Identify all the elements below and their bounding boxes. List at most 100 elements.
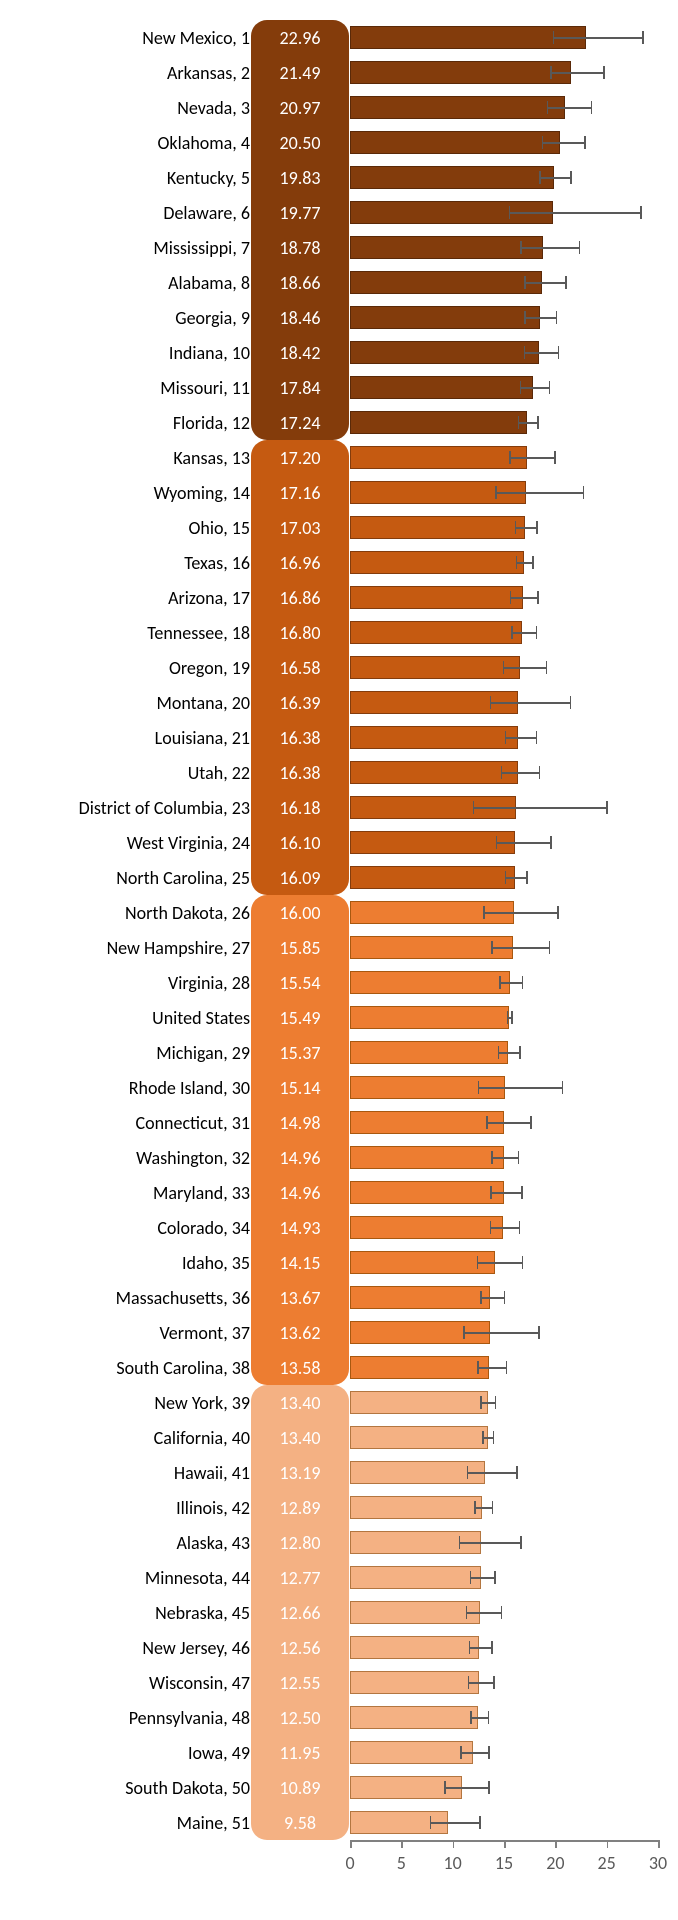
data-row: New Mexico, 122.96 bbox=[10, 20, 658, 55]
error-bar bbox=[463, 1332, 538, 1334]
error-cap-lo bbox=[505, 731, 507, 744]
bar bbox=[350, 26, 586, 49]
value-label: 17.03 bbox=[260, 517, 340, 539]
error-cap-lo bbox=[469, 1641, 471, 1654]
value-label: 12.50 bbox=[260, 1707, 340, 1729]
value-label: 19.77 bbox=[260, 202, 340, 224]
value-label: 16.38 bbox=[260, 762, 340, 784]
error-cap-hi bbox=[537, 591, 539, 604]
data-row: Pennsylvania, 4812.50 bbox=[10, 1700, 658, 1735]
value-label: 16.39 bbox=[260, 692, 340, 714]
error-cap-hi bbox=[570, 171, 572, 184]
error-cap-lo bbox=[468, 1676, 470, 1689]
error-cap-lo bbox=[511, 626, 513, 639]
bar bbox=[350, 551, 524, 574]
data-row: New York, 3913.40 bbox=[10, 1385, 658, 1420]
error-bar bbox=[470, 1717, 487, 1719]
value-label: 16.10 bbox=[260, 832, 340, 854]
value-label: 12.77 bbox=[260, 1567, 340, 1589]
error-cap-lo bbox=[524, 311, 526, 324]
error-bar bbox=[550, 72, 603, 74]
bar bbox=[350, 306, 540, 329]
category-label: Minnesota, 44 bbox=[145, 1567, 250, 1589]
x-tick bbox=[453, 1840, 455, 1848]
error-cap-lo bbox=[503, 661, 505, 674]
data-row: Colorado, 3414.93 bbox=[10, 1210, 658, 1245]
category-label: Michigan, 29 bbox=[156, 1042, 250, 1064]
category-label: Virginia, 28 bbox=[168, 972, 250, 994]
category-label: Florida, 12 bbox=[173, 412, 250, 434]
bar bbox=[350, 761, 518, 784]
error-bar bbox=[520, 387, 549, 389]
value-label: 16.18 bbox=[260, 797, 340, 819]
value-label: 16.38 bbox=[260, 727, 340, 749]
x-tick-label: 5 bbox=[397, 1852, 406, 1874]
bar bbox=[350, 1426, 488, 1449]
error-cap-hi bbox=[494, 1571, 496, 1584]
data-row: Maryland, 3314.96 bbox=[10, 1175, 658, 1210]
bar bbox=[350, 621, 522, 644]
category-label: Louisiana, 21 bbox=[155, 727, 250, 749]
error-bar bbox=[510, 597, 538, 599]
error-cap-hi bbox=[511, 1011, 513, 1024]
data-row: Hawaii, 4113.19 bbox=[10, 1455, 658, 1490]
error-cap-lo bbox=[495, 486, 497, 499]
category-label: New York, 39 bbox=[154, 1392, 250, 1414]
error-cap-lo bbox=[490, 1186, 492, 1199]
error-bar bbox=[483, 912, 557, 914]
value-label: 11.95 bbox=[260, 1742, 340, 1764]
x-tick-label: 15 bbox=[495, 1852, 513, 1874]
value-label: 16.96 bbox=[260, 552, 340, 574]
error-cap-lo bbox=[490, 696, 492, 709]
data-row: Florida, 12 17.24 bbox=[10, 405, 658, 440]
bar bbox=[350, 1741, 473, 1764]
error-bar bbox=[467, 1472, 516, 1474]
error-cap-hi bbox=[558, 346, 560, 359]
error-bar bbox=[480, 1297, 504, 1299]
category-label: United States bbox=[152, 1007, 250, 1029]
error-cap-hi bbox=[536, 731, 538, 744]
x-tick bbox=[401, 1840, 403, 1848]
data-row: Texas, 1616.96 bbox=[10, 545, 658, 580]
error-cap-lo bbox=[510, 591, 512, 604]
bar bbox=[350, 1041, 508, 1064]
error-cap-hi bbox=[479, 1816, 481, 1829]
error-cap-lo bbox=[486, 1116, 488, 1129]
error-cap-hi bbox=[556, 311, 558, 324]
category-label: Oklahoma, 4 bbox=[158, 132, 251, 154]
category-label: Maine, 51 bbox=[177, 1812, 250, 1834]
bar bbox=[350, 831, 515, 854]
bar bbox=[350, 656, 520, 679]
category-label: Alaska, 43 bbox=[176, 1532, 250, 1554]
error-cap-lo bbox=[470, 1711, 472, 1724]
value-label: 15.37 bbox=[260, 1042, 340, 1064]
error-cap-hi bbox=[606, 801, 608, 814]
error-bar bbox=[524, 352, 558, 354]
value-label: 14.96 bbox=[260, 1147, 340, 1169]
error-cap-hi bbox=[642, 31, 644, 44]
error-bar bbox=[520, 247, 579, 249]
bar bbox=[350, 1706, 478, 1729]
error-bar bbox=[490, 1192, 521, 1194]
bar bbox=[350, 61, 571, 84]
category-label: South Dakota, 50 bbox=[125, 1777, 250, 1799]
error-bar bbox=[495, 492, 582, 494]
data-row: Kentucky, 519.83 bbox=[10, 160, 658, 195]
error-bar bbox=[509, 212, 640, 214]
bar bbox=[350, 1286, 490, 1309]
data-row: Nebraska, 4512.66 bbox=[10, 1595, 658, 1630]
error-bar bbox=[477, 1367, 506, 1369]
bar bbox=[350, 1146, 504, 1169]
error-bar bbox=[524, 282, 565, 284]
error-bar bbox=[460, 1752, 488, 1754]
error-cap-lo bbox=[509, 206, 511, 219]
error-cap-hi bbox=[583, 486, 585, 499]
value-label: 17.24 bbox=[260, 412, 340, 434]
x-tick-label: 10 bbox=[444, 1852, 462, 1874]
data-row: Arkansas, 221.49 bbox=[10, 55, 658, 90]
category-label: Ohio, 15 bbox=[189, 517, 250, 539]
error-cap-hi bbox=[518, 1151, 520, 1164]
error-cap-lo bbox=[480, 1291, 482, 1304]
error-cap-lo bbox=[483, 906, 485, 919]
error-cap-hi bbox=[591, 101, 593, 114]
